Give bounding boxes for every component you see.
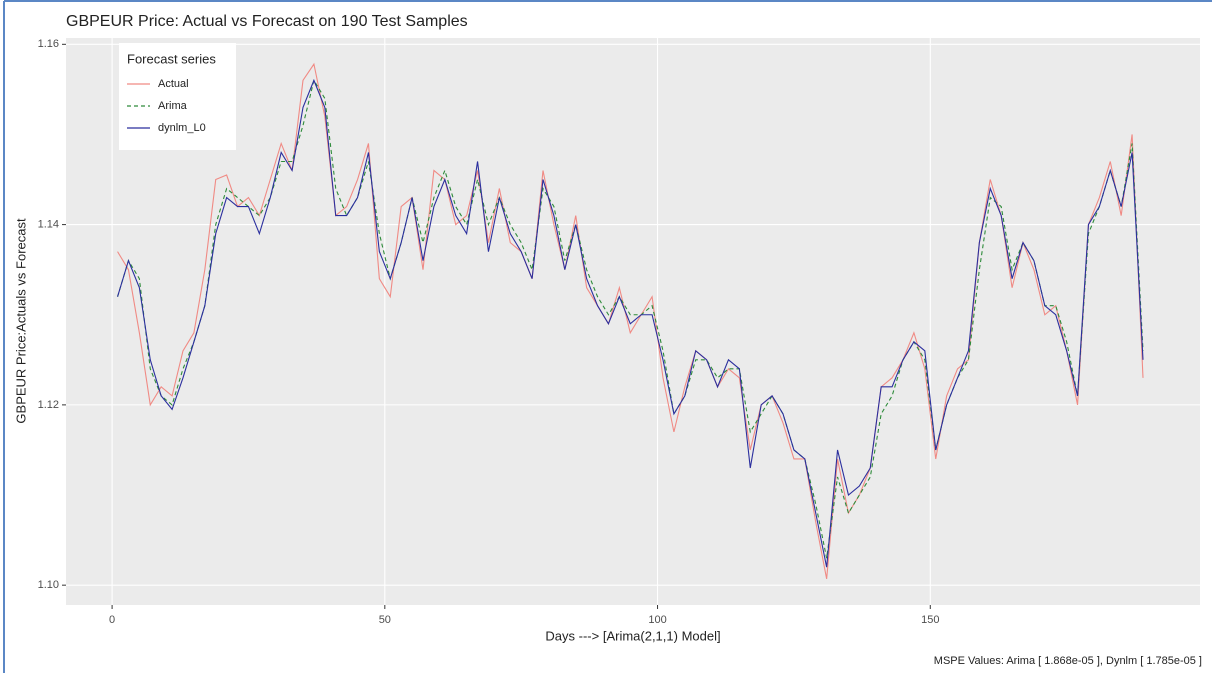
x-tick-label: 50 bbox=[379, 614, 391, 626]
caption: MSPE Values: Arima [ 1.868e-05 ], Dynlm … bbox=[934, 655, 1202, 667]
x-tick-label: 0 bbox=[109, 614, 115, 626]
y-tick-label: 1.16 bbox=[38, 38, 59, 50]
legend-box bbox=[119, 43, 236, 150]
x-axis-label: Days ---> [Arima(2,1,1) Model] bbox=[545, 628, 720, 643]
series-line bbox=[117, 78, 1144, 559]
lines bbox=[117, 62, 1144, 579]
chart-title: GBPEUR Price: Actual vs Forecast on 190 … bbox=[66, 13, 468, 30]
x-tick-label: 150 bbox=[921, 614, 939, 626]
y-tick-label: 1.12 bbox=[38, 399, 59, 411]
series-line bbox=[117, 78, 1144, 568]
legend-title: Forecast series bbox=[127, 51, 216, 66]
legend: Forecast series Actual Arima dynlm_L0 bbox=[119, 43, 236, 150]
legend-label: Arima bbox=[158, 100, 188, 112]
grid bbox=[66, 38, 1200, 605]
x-tick-label: 100 bbox=[648, 614, 666, 626]
y-tick-label: 1.14 bbox=[38, 219, 59, 231]
legend-label: dynlm_L0 bbox=[158, 122, 206, 134]
legend-label: Actual bbox=[158, 78, 189, 90]
y-axis-label: GBPEUR Price:Actuals vs Forecast bbox=[13, 218, 28, 424]
y-tick-label: 1.10 bbox=[38, 579, 59, 591]
